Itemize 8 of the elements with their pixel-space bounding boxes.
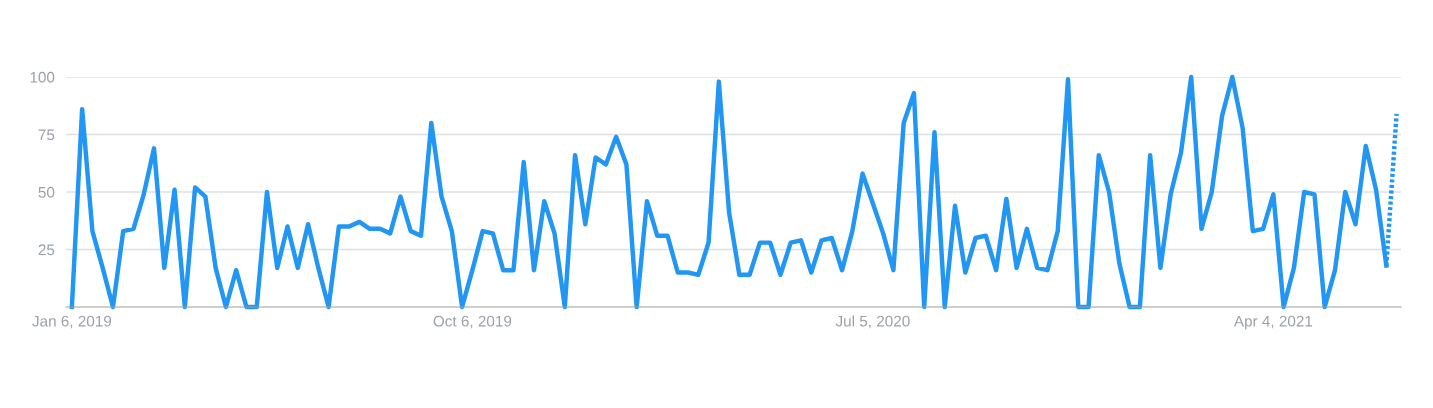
y-tick-label: 50	[38, 186, 55, 198]
y-tick-label: 25	[38, 244, 55, 256]
x-tick-label: Jan 6, 2019	[32, 315, 112, 329]
x-tick-label: Apr 4, 2021	[1233, 315, 1313, 330]
x-tick-label: Oct 6, 2019	[433, 315, 512, 329]
y-tick-label: 75	[38, 129, 55, 141]
y-tick-label: 100	[30, 71, 55, 83]
x-tick-label: Jul 5, 2020	[835, 315, 910, 329]
